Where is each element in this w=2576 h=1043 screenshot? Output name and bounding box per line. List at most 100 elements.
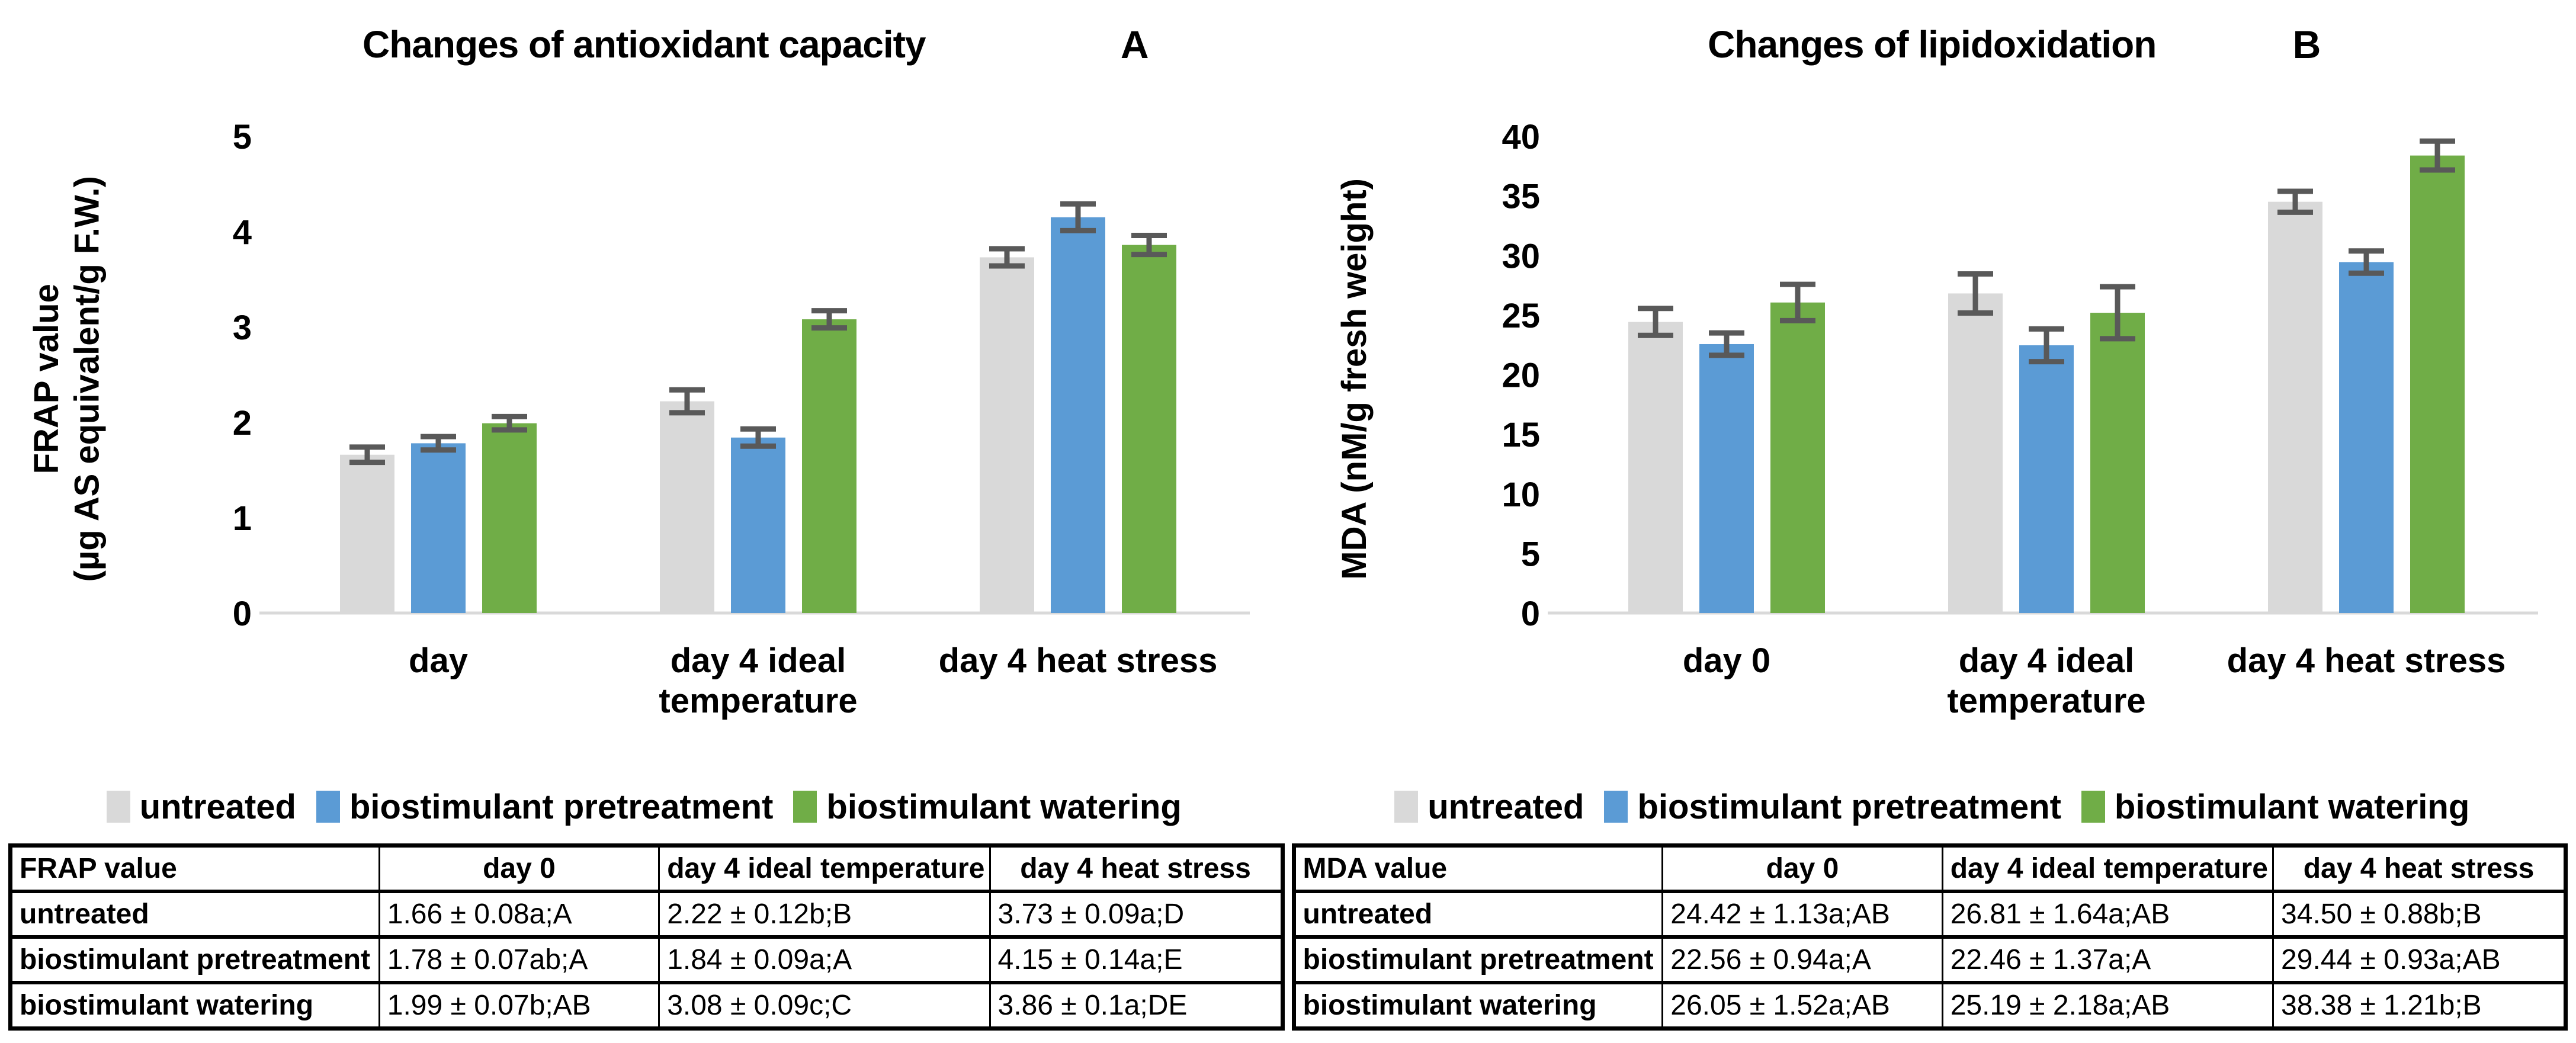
legend-swatch-biostimulant-watering: [793, 791, 817, 823]
x-category-label: day 4 ideal temperature: [1947, 641, 2145, 720]
y-tick-label: 2: [233, 404, 252, 442]
legend-swatch-untreated: [106, 791, 130, 823]
error-bar: [1779, 281, 1815, 323]
bar-biostimulant-watering-group2: [1122, 245, 1176, 613]
chart-b-plot: 0 5 10 15 20 25 30 35 40 day 0 day 4 ideal temperat…: [1502, 118, 2538, 720]
table-row-header-cell: biostimulant pretreatment: [1292, 935, 1664, 984]
table-value-cell: 34.50 ± 0.88b;B: [2272, 890, 2567, 939]
chart-a-y-axis-title: FRAP value (µg AS equivalent/g F.W.): [11, 89, 123, 669]
legend-swatch-untreated: [1394, 791, 1419, 823]
table-value-cell: 29.44 ± 0.93a;AB: [2272, 935, 2567, 984]
y-tick-label: 15: [1502, 416, 1540, 454]
chart-a-y-axis-line2: (µg AS equivalent/g F.W.): [68, 176, 106, 582]
table-header-cell: day 4 heat stress: [989, 843, 1284, 893]
legend-chart-b: untreated biostimulant pretreatment bios…: [1288, 770, 2576, 843]
table-row-header-cell: untreated: [1292, 890, 1664, 939]
table-row-header-cell: biostimulant pretreatment: [9, 935, 380, 984]
chart-b-y-axis-title-text: MDA (nM/g fresh weight): [1334, 178, 1375, 580]
y-tick-label: 40: [1502, 118, 1540, 156]
chart-a-title: Changes of antioxidant capacity: [362, 23, 926, 66]
y-tick-label: 5: [233, 118, 252, 156]
error-bar: [2277, 188, 2313, 215]
chart-panel-lipidoxidation: Changes of lipidoxidation B MDA (nM/g fr…: [1288, 0, 2576, 770]
table-value-cell: 3.73 ± 0.09a;D: [989, 890, 1284, 939]
table-value-cell: 1.84 ± 0.09a;A: [658, 935, 991, 984]
error-bar: [349, 444, 385, 466]
legend-label-untreated: untreated: [1427, 787, 1584, 826]
table-value-cell: 25.19 ± 2.18a;AB: [1941, 981, 2275, 1031]
y-tick-label: 1: [233, 499, 252, 538]
frap-table-slot: FRAP value day 0 day 4 ideal temperature da…: [8, 843, 1285, 1031]
chart-b-body: MDA (nM/g fresh weight) 0 5 10 15 20 25 30 35 40…: [1288, 89, 2576, 770]
bar-untreated-group2: [980, 257, 1034, 614]
tables-row: FRAP value day 0 day 4 ideal temperature da…: [8, 843, 2568, 1031]
bar-untreated-group0: [1628, 322, 1683, 613]
error-bar: [811, 308, 847, 331]
mda-table-slot: MDA value day 0 day 4 ideal temperature day…: [1291, 843, 2568, 1031]
bar-biostimulant-pretreatment-group1: [2019, 345, 2074, 613]
legend-label-untreated: untreated: [139, 787, 296, 826]
y-tick-label: 3: [233, 309, 252, 347]
y-tick-label: 4: [233, 213, 252, 252]
legend-item-biostimulant-watering: biostimulant watering: [2081, 787, 2469, 827]
bar-biostimulant-watering-group0: [1770, 302, 1825, 613]
chart-a-body: FRAP value (µg AS equivalent/g F.W.) 0 1 2…: [0, 89, 1288, 770]
table-value-cell: 2.22 ± 0.12b;B: [658, 890, 991, 939]
y-tick-label: 5: [1520, 535, 1539, 573]
error-bar: [1957, 271, 1993, 316]
frap-table: FRAP value day 0 day 4 ideal temperature da…: [8, 843, 1285, 1031]
table-row: biostimulant pretreatment 22.56 ± 0.94a;A…: [1292, 935, 2567, 984]
table-value-cell: 1.78 ± 0.07ab;A: [378, 935, 660, 984]
error-bar: [492, 413, 527, 433]
error-bar: [2099, 284, 2135, 342]
chart-a-y-axis-title-text: FRAP value (µg AS equivalent/g F.W.): [27, 176, 108, 582]
table-value-cell: 1.99 ± 0.07b;AB: [378, 981, 660, 1031]
table-value-cell: 26.05 ± 1.52a;AB: [1661, 981, 1943, 1031]
y-tick-label: 0: [233, 595, 252, 633]
table-header-cell: day 4 ideal temperature: [1941, 843, 2275, 893]
table-header-row: MDA value day 0 day 4 ideal temperature day…: [1292, 843, 2567, 893]
error-bar: [1131, 232, 1167, 258]
y-tick-label: 35: [1502, 178, 1540, 216]
chart-a-y-axis-line1: FRAP value: [27, 284, 66, 474]
table-value-cell: 3.86 ± 0.1a;DE: [989, 981, 1284, 1031]
table-header-row: FRAP value day 0 day 4 ideal temperature da…: [9, 843, 1284, 893]
bar-biostimulant-watering-group2: [2410, 155, 2465, 613]
table-header-cell: day 4 ideal temperature: [658, 843, 991, 893]
legend-item-untreated: untreated: [106, 787, 296, 827]
x-category-label: day 4 ideal temperature: [659, 641, 857, 720]
legend-label-biostimulant-watering: biostimulant watering: [2114, 787, 2470, 826]
table-row: biostimulant pretreatment 1.78 ± 0.07ab;A…: [9, 935, 1284, 984]
y-tick-label: 25: [1502, 297, 1540, 335]
table-row: biostimulant watering 1.99 ± 0.07b;AB 3.08…: [9, 981, 1284, 1031]
error-bar: [2028, 326, 2064, 365]
table-row-header-cell: biostimulant watering: [1292, 981, 1664, 1031]
bar-biostimulant-pretreatment-group1: [731, 437, 785, 613]
table-value-cell: 22.56 ± 0.94a;A: [1661, 935, 1943, 984]
legend-item-untreated: untreated: [1394, 787, 1584, 827]
error-bar: [1060, 201, 1096, 233]
legend-item-biostimulant-watering: biostimulant watering: [793, 787, 1182, 827]
table-value-cell: 3.08 ± 0.09c;C: [658, 981, 991, 1031]
table-row-header-cell: biostimulant watering: [9, 981, 380, 1031]
table-value-cell: 1.66 ± 0.08a;A: [378, 890, 660, 939]
error-bar: [421, 434, 456, 453]
error-bar: [1708, 330, 1744, 358]
legend-chart-a: untreated biostimulant pretreatment bios…: [0, 770, 1288, 843]
chart-b-y-axis-title: MDA (nM/g fresh weight): [1299, 89, 1411, 669]
bar-untreated-group2: [2267, 201, 2322, 613]
chart-panel-antioxidant: Changes of antioxidant capacity A FRAP v…: [0, 0, 1288, 770]
bar-untreated-group1: [1948, 293, 2003, 614]
table-header-cell: day 0: [1661, 843, 1943, 893]
legend-swatch-biostimulant-pretreatment: [1604, 791, 1628, 823]
charts-row: Changes of antioxidant capacity A FRAP v…: [0, 0, 2576, 770]
bar-biostimulant-watering-group1: [802, 319, 856, 613]
bar-biostimulant-pretreatment-group0: [411, 443, 466, 613]
legend-item-biostimulant-pretreatment: biostimulant pretreatment: [316, 787, 773, 827]
error-bar: [2348, 248, 2384, 276]
table-value-cell: 22.46 ± 1.37a;A: [1941, 935, 2275, 984]
bar-biostimulant-watering-group1: [2090, 313, 2145, 613]
x-category-label: day 4 heat stress: [939, 641, 1218, 680]
table-header-cell: FRAP value: [9, 843, 380, 893]
